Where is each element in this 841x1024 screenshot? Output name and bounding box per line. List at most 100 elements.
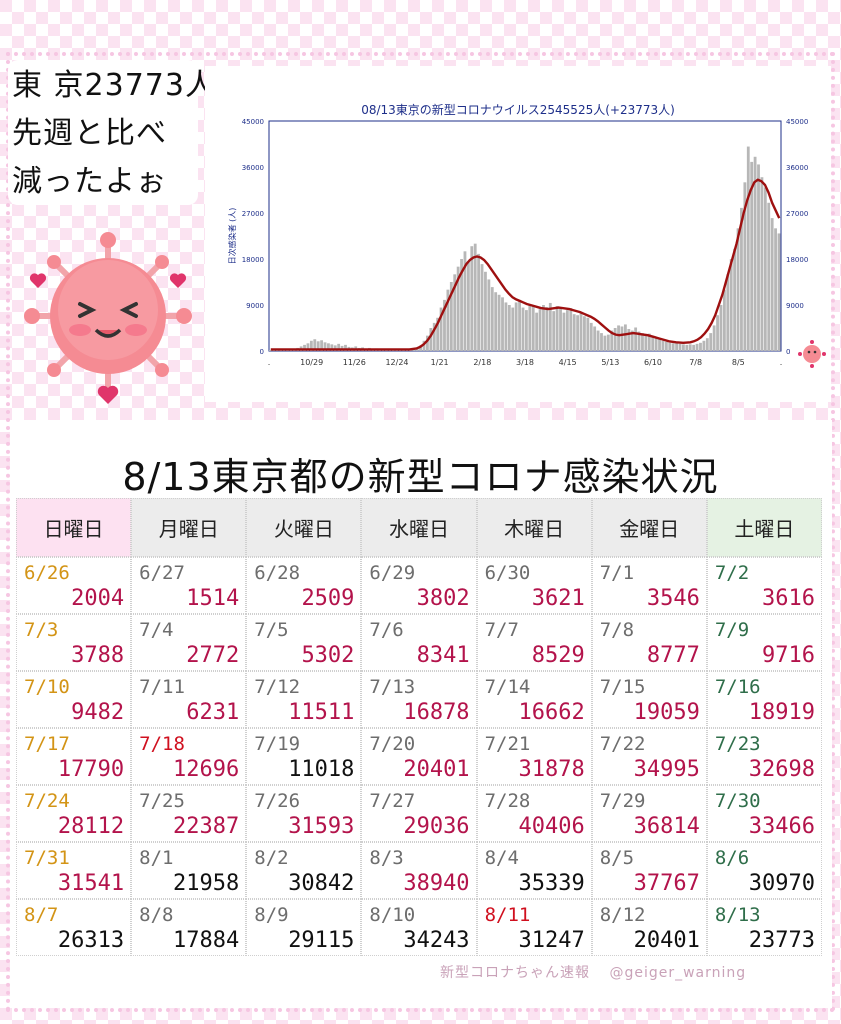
daily-cases-bar [456, 266, 460, 351]
daily-cases-bar [279, 350, 283, 351]
cell-date: 8/12 [599, 904, 646, 926]
x-tick-label: 1/21 [431, 358, 449, 367]
day-cell: 8/12 20401 [591, 899, 707, 956]
table-row: 7/24 28112 7/25 22387 7/26 31593 7/27 29036 7/28… [16, 785, 822, 842]
x-tick-label: 2/18 [473, 358, 491, 367]
daily-cases-bar [460, 259, 463, 351]
daily-cases-bar [269, 349, 272, 351]
daily-cases-bar [593, 326, 597, 351]
daily-cases-bar [466, 261, 470, 351]
cell-date: 8/1 [139, 847, 174, 869]
day-cell: 7/26 31593 [246, 785, 362, 842]
cell-cases: 3802 [416, 586, 470, 611]
day-cell: 7/20 20401 [361, 728, 477, 785]
daily-cases-bar [763, 187, 767, 351]
footer-source-name: 新型コロナちゃん速報 [440, 965, 590, 981]
cell-date: 7/30 [714, 790, 761, 812]
daily-cases-bar [709, 333, 713, 351]
x-tick-label: 3/18 [516, 358, 534, 367]
cell-date: 8/2 [254, 847, 289, 869]
cell-cases: 20401 [633, 928, 700, 953]
daily-cases-bar [627, 329, 631, 351]
daily-cases-bar [579, 312, 583, 351]
daily-cases-bar [596, 330, 600, 351]
cell-date: 7/19 [254, 733, 301, 755]
daily-cases-bar [740, 207, 743, 351]
day-cell: 7/11 6231 [131, 671, 247, 728]
cell-date: 7/13 [369, 676, 416, 698]
cell-date: 8/4 [484, 847, 519, 869]
table-row: 7/17 17790 7/18 12696 7/19 11018 7/20 20401 7/21… [16, 728, 822, 785]
cell-cases: 26313 [57, 928, 125, 953]
daily-cases-bar [344, 344, 347, 351]
day-cell: 7/31 31541 [16, 842, 132, 899]
daily-cases-bar [647, 333, 651, 351]
cell-date: 7/10 [24, 676, 70, 698]
cell-cases: 8777 [646, 643, 700, 668]
daily-cases-bar [306, 343, 310, 351]
daily-cases-bar [337, 343, 341, 351]
x-tick-label: 12/24 [385, 358, 408, 367]
daily-cases-bar [562, 312, 566, 351]
daily-cases-bar [429, 328, 433, 351]
cell-date: 7/31 [24, 847, 70, 869]
daily-cases-bar [521, 307, 525, 351]
cell-cases: 11511 [288, 700, 355, 725]
cell-cases: 32698 [748, 757, 815, 782]
daily-cases-bar [613, 328, 617, 351]
daily-cases-bar [497, 294, 501, 351]
daily-cases-bar [651, 336, 655, 351]
daily-cases-bar [623, 324, 627, 351]
cell-date: 8/3 [369, 847, 404, 869]
bubble-line-1: 東 京23773人 [12, 68, 216, 103]
footer-credit: 新型コロナちゃん速報 @geiger_warning [440, 962, 760, 982]
day-cell: 7/27 29036 [361, 785, 477, 842]
cell-date: 8/6 [714, 847, 750, 869]
cell-date: 7/2 [714, 562, 750, 584]
cell-date: 7/15 [599, 676, 646, 698]
daily-cases-bar [733, 248, 737, 351]
daily-cases-bar [664, 341, 668, 351]
daily-cases-bar [688, 344, 692, 351]
y-tick-label-left: 27000 [242, 210, 264, 218]
daily-cases-bar [436, 317, 440, 351]
daily-cases-bar [757, 164, 760, 351]
speech-bubble-text: 東 京23773人 先週と比べ 減ったよぉ [12, 62, 216, 206]
daily-cases-chart: 08/13東京の新型コロナウイルス2545525人(+23773人) 日次感染者… [227, 102, 826, 368]
cell-date: 7/29 [599, 790, 646, 812]
day-cell: 8/6 30970 [706, 842, 822, 899]
daily-cases-bar [668, 342, 672, 351]
day-cell: 7/22 34995 [591, 728, 707, 785]
cell-date: 7/23 [714, 733, 761, 755]
day-cell: 7/16 18919 [706, 671, 822, 728]
daily-cases-bar [333, 345, 337, 351]
cell-cases: 8341 [416, 643, 470, 668]
header-monday: 月曜日 [131, 498, 247, 557]
table-row: 7/31 31541 8/1 21958 8/2 30842 8/3 38940 8/4 3533… [16, 842, 822, 899]
cell-date: 8/10 [369, 904, 416, 926]
cell-cases: 35339 [518, 871, 585, 896]
cell-date: 7/18 [139, 733, 185, 755]
daily-cases-bar [583, 316, 586, 351]
daily-cases-bar [702, 340, 706, 351]
speech-bubble [8, 60, 198, 205]
cell-cases: 28112 [57, 814, 125, 839]
daily-cases-bar [514, 302, 518, 351]
weekly-cases-table: 日曜日 月曜日 火曜日 水曜日 木曜日 金曜日 土曜日 6/26 2004 6/27… [16, 498, 822, 956]
daily-cases-bar [736, 228, 740, 351]
day-cell: 7/3 3788 [16, 614, 132, 671]
y-tick-label-right: 18000 [786, 256, 808, 264]
cell-date: 8/8 [139, 904, 174, 926]
day-cell: 7/5 5302 [246, 614, 362, 671]
cell-cases: 5302 [301, 643, 355, 668]
daily-cases-bar [303, 344, 306, 351]
day-cell: 8/7 26313 [16, 899, 132, 956]
mini-virus-icon [798, 340, 826, 368]
daily-cases-bar [316, 341, 320, 351]
header-tuesday: 火曜日 [246, 498, 362, 557]
cell-cases: 38940 [403, 871, 470, 896]
cell-cases: 23773 [748, 928, 815, 953]
daily-cases-bar [555, 306, 559, 351]
daily-cases-bar [569, 308, 573, 351]
cell-cases: 31878 [518, 757, 585, 782]
